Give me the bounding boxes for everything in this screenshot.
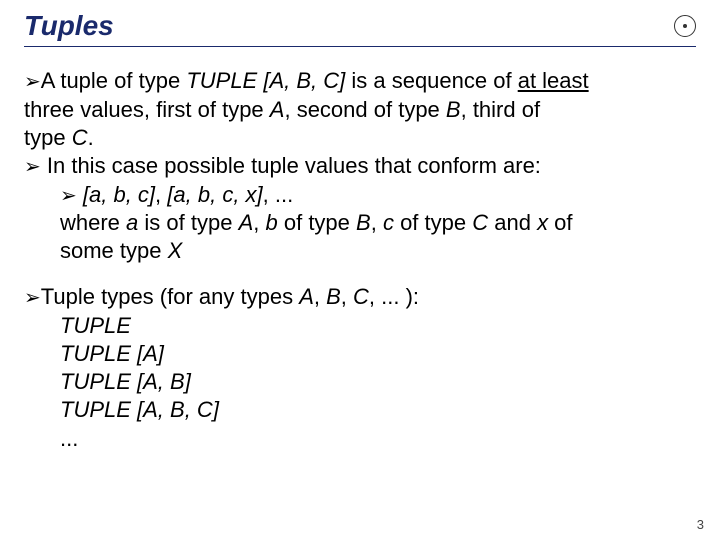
- text-italic: x: [537, 210, 548, 235]
- list-item: TUPLE: [24, 312, 696, 340]
- text-italic: C: [472, 210, 488, 235]
- text-italic: a: [126, 210, 138, 235]
- list-item: TUPLE [A]: [24, 340, 696, 368]
- text-italic: A: [299, 284, 314, 309]
- text: some type: [60, 238, 168, 263]
- text: , ...: [263, 182, 294, 207]
- text-italic: A: [270, 97, 285, 122]
- text: is of type: [138, 210, 238, 235]
- text: , second of type: [284, 97, 445, 122]
- text-italic: A: [239, 210, 254, 235]
- text: , ... ):: [369, 284, 419, 309]
- text-italic: C: [353, 284, 369, 309]
- title-row: Tuples: [24, 10, 696, 47]
- text-italic: c: [383, 210, 394, 235]
- paragraph-4: where a is of type A, b of type B, c of …: [24, 209, 696, 237]
- text: is a sequence of: [345, 68, 517, 93]
- bullet-icon: ➢: [24, 71, 41, 93]
- text-italic: [a, b, c]: [83, 182, 155, 207]
- text-underline: at least: [518, 68, 589, 93]
- content-area: ➢A tuple of type TUPLE [A, B, C] is a se…: [24, 67, 696, 453]
- slide: Tuples ➢A tuple of type TUPLE [A, B, C] …: [0, 0, 720, 453]
- list-item: TUPLE [A, B, C]: [24, 396, 696, 424]
- text: type: [24, 125, 72, 150]
- slide-title: Tuples: [24, 10, 114, 42]
- bullet-icon: ➢: [24, 156, 41, 178]
- text: three values, first of type: [24, 97, 270, 122]
- paragraph-2: ➢ In this case possible tuple values tha…: [24, 152, 696, 181]
- text: A tuple of type: [41, 68, 187, 93]
- text: of type: [278, 210, 356, 235]
- text-italic: B: [356, 210, 371, 235]
- logo-icon: [674, 15, 696, 37]
- paragraph-1: ➢A tuple of type TUPLE [A, B, C] is a se…: [24, 67, 696, 265]
- text: Tuple types (for any types: [41, 284, 299, 309]
- list-item: TUPLE [A, B]: [24, 368, 696, 396]
- bullet-icon: ➢: [60, 185, 77, 207]
- text-italic: B: [446, 97, 461, 122]
- text-italic: TUPLE [A, B, C]: [186, 68, 345, 93]
- paragraph-3: ➢ [a, b, c], [a, b, c, x], ...: [24, 181, 696, 210]
- text-italic: B: [326, 284, 341, 309]
- text: ,: [371, 210, 383, 235]
- text: , third of: [461, 97, 540, 122]
- text: ,: [155, 182, 167, 207]
- text: ,: [253, 210, 265, 235]
- text-italic: C: [72, 125, 88, 150]
- paragraph-5: ➢Tuple types (for any types A, B, C, ...…: [24, 283, 696, 452]
- text: and: [488, 210, 537, 235]
- bullet-icon: ➢: [24, 287, 41, 309]
- text-italic: [a, b, c, x]: [167, 182, 262, 207]
- text: where: [60, 210, 126, 235]
- text-italic: X: [168, 238, 183, 263]
- page-number: 3: [697, 517, 704, 532]
- text: In this case possible tuple values that …: [41, 153, 541, 178]
- list-item: ...: [24, 425, 696, 453]
- text: .: [88, 125, 94, 150]
- text: of: [548, 210, 572, 235]
- text: ,: [341, 284, 353, 309]
- text: of type: [394, 210, 472, 235]
- text: ,: [314, 284, 326, 309]
- text-italic: b: [266, 210, 278, 235]
